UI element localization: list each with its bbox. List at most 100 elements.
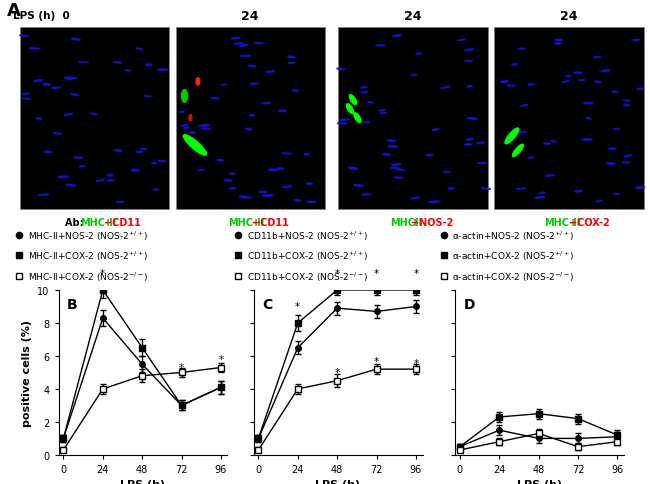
Text: *: * <box>218 354 224 364</box>
Ellipse shape <box>181 91 187 103</box>
Ellipse shape <box>43 84 50 86</box>
Ellipse shape <box>536 197 545 199</box>
Ellipse shape <box>465 61 473 62</box>
Ellipse shape <box>221 85 227 86</box>
Ellipse shape <box>354 114 361 123</box>
Ellipse shape <box>136 152 142 153</box>
Ellipse shape <box>52 88 61 89</box>
Ellipse shape <box>466 139 474 141</box>
Ellipse shape <box>64 78 73 79</box>
Ellipse shape <box>58 177 68 178</box>
Ellipse shape <box>251 84 258 85</box>
Ellipse shape <box>229 188 236 190</box>
Ellipse shape <box>44 152 52 153</box>
Ellipse shape <box>240 56 250 57</box>
Ellipse shape <box>507 86 515 87</box>
Ellipse shape <box>239 197 247 198</box>
Ellipse shape <box>283 186 291 188</box>
Ellipse shape <box>388 146 398 148</box>
Ellipse shape <box>289 63 294 64</box>
Text: *: * <box>179 363 184 373</box>
Ellipse shape <box>114 62 122 64</box>
Ellipse shape <box>292 91 298 92</box>
Ellipse shape <box>116 202 124 203</box>
Text: +CD11: +CD11 <box>104 218 140 228</box>
Text: MHC-II+COX-2 (NOS-2$^{+/+}$): MHC-II+COX-2 (NOS-2$^{+/+}$) <box>28 249 148 263</box>
Text: D: D <box>463 297 475 311</box>
Text: CD11b+NOS-2 (NOS-2$^{+/+}$): CD11b+NOS-2 (NOS-2$^{+/+}$) <box>246 229 368 242</box>
Ellipse shape <box>481 188 491 190</box>
Ellipse shape <box>601 71 610 73</box>
Ellipse shape <box>477 143 484 144</box>
Ellipse shape <box>411 198 420 199</box>
Ellipse shape <box>441 87 450 89</box>
Ellipse shape <box>200 125 209 127</box>
Ellipse shape <box>53 133 62 135</box>
Ellipse shape <box>346 105 354 114</box>
Ellipse shape <box>391 168 398 169</box>
Ellipse shape <box>239 45 248 47</box>
Bar <box>338 28 488 209</box>
Ellipse shape <box>528 85 534 86</box>
Ellipse shape <box>23 99 30 100</box>
Ellipse shape <box>361 195 371 196</box>
Ellipse shape <box>248 66 255 68</box>
Ellipse shape <box>393 36 401 38</box>
Text: A: A <box>6 2 20 20</box>
Ellipse shape <box>636 187 644 189</box>
Text: *: * <box>295 302 300 312</box>
Ellipse shape <box>594 57 600 58</box>
Ellipse shape <box>426 155 432 156</box>
Ellipse shape <box>282 153 293 154</box>
Ellipse shape <box>614 129 619 130</box>
Ellipse shape <box>622 163 630 164</box>
Ellipse shape <box>411 75 417 76</box>
Ellipse shape <box>376 45 384 47</box>
Ellipse shape <box>151 163 157 165</box>
Ellipse shape <box>391 164 400 166</box>
Ellipse shape <box>229 174 235 175</box>
Ellipse shape <box>294 200 300 202</box>
Ellipse shape <box>395 169 404 171</box>
Ellipse shape <box>158 161 166 162</box>
Ellipse shape <box>20 36 29 37</box>
Ellipse shape <box>554 44 561 45</box>
Ellipse shape <box>64 114 72 116</box>
Ellipse shape <box>183 128 189 129</box>
Ellipse shape <box>114 151 122 152</box>
Ellipse shape <box>416 54 422 55</box>
Ellipse shape <box>133 170 140 171</box>
Text: 24: 24 <box>404 10 421 23</box>
Ellipse shape <box>545 176 554 177</box>
Ellipse shape <box>574 73 582 74</box>
Ellipse shape <box>584 103 593 105</box>
Text: CD11b+COX-2 (NOS-2$^{+/+}$): CD11b+COX-2 (NOS-2$^{+/+}$) <box>246 249 368 263</box>
Ellipse shape <box>107 175 112 177</box>
Text: +CD11: +CD11 <box>252 218 289 228</box>
Ellipse shape <box>528 158 534 159</box>
Ellipse shape <box>467 87 472 88</box>
Bar <box>20 28 169 209</box>
Ellipse shape <box>367 103 373 104</box>
Ellipse shape <box>306 202 316 203</box>
Ellipse shape <box>364 122 369 123</box>
Text: *: * <box>335 368 340 378</box>
Ellipse shape <box>444 172 450 173</box>
Ellipse shape <box>512 65 517 66</box>
Ellipse shape <box>517 132 526 133</box>
Ellipse shape <box>500 81 508 83</box>
Ellipse shape <box>107 181 114 182</box>
Ellipse shape <box>594 82 601 83</box>
Ellipse shape <box>68 78 77 80</box>
Ellipse shape <box>71 95 79 96</box>
Ellipse shape <box>131 170 136 172</box>
Text: Ab:: Ab: <box>64 218 86 228</box>
Ellipse shape <box>586 118 591 120</box>
Ellipse shape <box>140 149 146 150</box>
Ellipse shape <box>540 193 545 194</box>
Text: *: * <box>413 358 419 368</box>
Ellipse shape <box>467 119 477 120</box>
Ellipse shape <box>478 163 487 164</box>
Ellipse shape <box>518 49 525 50</box>
X-axis label: LPS (h): LPS (h) <box>315 480 361 484</box>
